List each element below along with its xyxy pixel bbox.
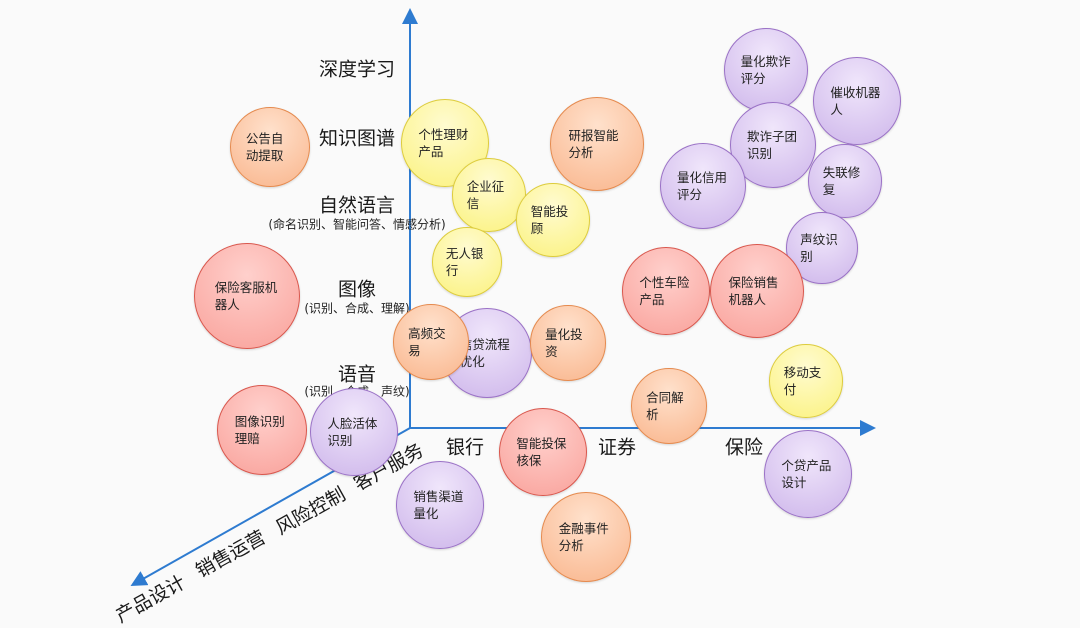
- label-image: 图像: [337, 278, 377, 301]
- bubble-label: 高频交易: [408, 326, 446, 358]
- bubble-label: 研报智能分析: [568, 128, 619, 160]
- bubble: 保险客服机器人: [194, 243, 300, 349]
- label-image-sub: (识别、合成、理解): [304, 301, 410, 316]
- bubble-label: 无人银行: [445, 246, 484, 278]
- label-bank: 银行: [445, 436, 485, 459]
- bubble: 个贷产品设计: [764, 430, 852, 518]
- bubble: 智能投保核保: [499, 408, 587, 496]
- bubble: 智能投顾: [516, 183, 590, 257]
- label-knowledge-graph: 知识图谱: [318, 127, 396, 150]
- bubble: 量化投资: [530, 305, 606, 381]
- bubble: 催收机器人: [813, 57, 901, 145]
- bubble: 合同解析: [631, 368, 707, 444]
- bubble-label: 公告自动提取: [245, 131, 284, 163]
- bubble: 量化信用评分: [660, 143, 746, 229]
- bubble-label: 失联修复: [822, 165, 861, 197]
- bubble-label: 销售渠道量化: [413, 489, 464, 521]
- bubble: 个性车险产品: [622, 247, 710, 335]
- bubble-label: 催收机器人: [830, 85, 881, 117]
- bubble: 声纹识别: [786, 212, 858, 284]
- bubble-label: 移动支付: [783, 365, 822, 397]
- label-nlp: 自然语言: [318, 194, 396, 217]
- bubble-label: 个性理财产品: [418, 127, 469, 159]
- bubble-label: 量化信用评分: [676, 170, 727, 202]
- bubble-label: 量化欺诈评分: [740, 54, 791, 86]
- label-speech: 语音: [337, 363, 377, 386]
- bubble: 量化欺诈评分: [724, 28, 808, 112]
- label-deep-learning: 深度学习: [318, 58, 396, 81]
- bubble-label: 声纹识别: [800, 232, 838, 264]
- label-nlp-sub: (命名识别、智能问答、情感分析): [268, 217, 446, 232]
- bubble: 金融事件分析: [541, 492, 631, 582]
- bubble: 人脸活体识别: [310, 388, 398, 476]
- bubble-label: 合同解析: [646, 390, 684, 422]
- bubble: 失联修复: [808, 144, 882, 218]
- bubble-label: 人脸活体识别: [327, 416, 378, 448]
- bubble-label: 金融事件分析: [558, 521, 609, 553]
- bubble-label: 图像识别理赔: [234, 414, 285, 446]
- bubble-label: 量化投资: [545, 327, 583, 359]
- bubble: 企业征信: [452, 158, 526, 232]
- bubble: 图像识别理赔: [217, 385, 307, 475]
- label-securities: 证券: [597, 436, 637, 459]
- bubble-label: 个性车险产品: [639, 275, 690, 307]
- bubble: 无人银行: [432, 227, 502, 297]
- bubble: 公告自动提取: [230, 107, 310, 187]
- bubble: 移动支付: [769, 344, 843, 418]
- bubble-label: 智能投保核保: [516, 436, 567, 468]
- bubble-label: 信贷流程优化: [459, 337, 510, 369]
- bubble-label: 个贷产品设计: [781, 458, 832, 490]
- bubble-label: 智能投顾: [530, 204, 569, 236]
- bubble-label: 保险销售机器人: [728, 275, 779, 307]
- bubble: 保险销售机器人: [710, 244, 804, 338]
- bubble-label: 企业征信: [466, 179, 505, 211]
- bubble: 高频交易: [393, 304, 469, 380]
- bubble-label: 保险客服机器人: [214, 280, 278, 312]
- label-insurance: 保险: [724, 436, 764, 459]
- bubble-label: 欺诈子团识别: [746, 129, 797, 161]
- bubble: 研报智能分析: [550, 97, 644, 191]
- bubble: 销售渠道量化: [396, 461, 484, 549]
